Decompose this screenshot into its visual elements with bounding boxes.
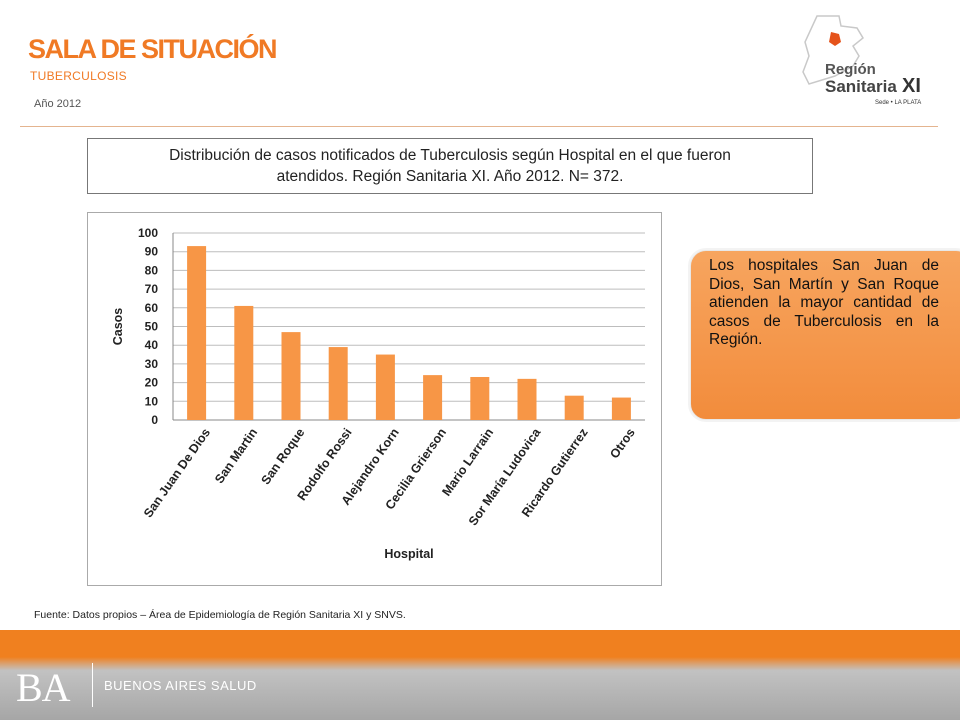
callout-note: Los hospitales San Juan de Dios, San Mar… xyxy=(690,250,960,420)
ba-logo: BA xyxy=(16,665,71,710)
y-tick-label: 80 xyxy=(145,263,159,277)
page-title: SALA DE SITUACIÓN xyxy=(28,34,278,64)
bar xyxy=(281,332,301,420)
y-tick-label: 50 xyxy=(145,320,159,334)
callout-text: Los hospitales San Juan de Dios, San Mar… xyxy=(709,257,939,348)
source-note: Fuente: Datos propios – Área de Epidemio… xyxy=(34,609,406,621)
x-tick-label: San Roque xyxy=(259,426,308,488)
header-divider xyxy=(20,126,938,127)
y-axis-title: Casos xyxy=(111,308,125,346)
chart-caption: Distribución de casos notificados de Tub… xyxy=(87,138,813,194)
logo-tagline: Sede • LA PLATA xyxy=(875,100,921,106)
logo-line1: Región xyxy=(825,61,876,78)
x-tick-label: Otros xyxy=(607,426,638,461)
x-axis-title: Hospital xyxy=(384,547,433,561)
bar xyxy=(375,354,395,420)
year-label: Año 2012 xyxy=(34,98,82,110)
y-tick-label: 0 xyxy=(151,413,158,427)
page-subtitle: TUBERCULOSIS xyxy=(30,69,127,83)
chart-frame: 0 10 20 30 40 50 60 70 80 90 100 San Juan De Dios Sa… xyxy=(87,212,662,586)
y-tick-label: 40 xyxy=(145,338,159,352)
footer-text: BUENOS AIRES SALUD xyxy=(104,678,257,693)
x-tick-label: San Juan De Dios xyxy=(141,426,213,521)
bar xyxy=(470,376,490,420)
bar xyxy=(611,397,631,420)
bar xyxy=(187,246,207,420)
y-tick-label: 60 xyxy=(145,301,159,315)
x-tick-label: San Martin xyxy=(212,426,260,486)
footer-separator xyxy=(92,663,93,707)
logo-numeral: XI xyxy=(902,75,921,97)
y-tick-label: 100 xyxy=(138,226,158,240)
y-tick-label: 20 xyxy=(145,376,159,390)
caption-line2: atendidos. Región Sanitaria XI. Año 2012… xyxy=(276,168,624,185)
bar xyxy=(234,305,254,420)
caption-line1: Distribución de casos notificados de Tub… xyxy=(169,147,731,164)
y-tick-label: 30 xyxy=(145,357,159,371)
bar xyxy=(328,347,348,420)
bar xyxy=(564,395,584,420)
region-sanitaria-logo: Región Sanitaria XI Sede • LA PLATA xyxy=(802,15,921,106)
footer-band xyxy=(0,630,960,720)
bar xyxy=(517,378,537,420)
bar xyxy=(423,375,443,420)
y-tick-label: 10 xyxy=(145,394,159,408)
province-map-icon xyxy=(802,15,864,85)
y-tick-label: 90 xyxy=(145,245,159,259)
y-tick-label: 70 xyxy=(145,282,159,296)
region-highlight-icon xyxy=(829,32,841,46)
logo-line2: Sanitaria xyxy=(825,77,897,96)
